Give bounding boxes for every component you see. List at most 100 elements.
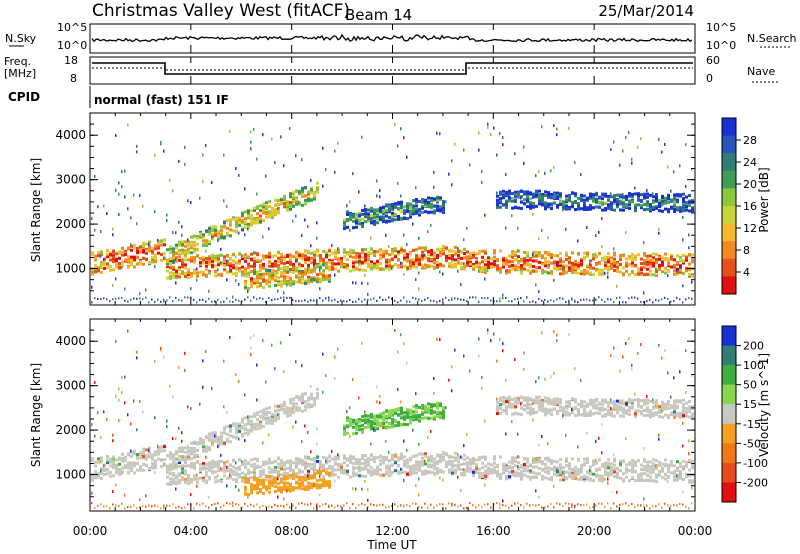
power-cell [541, 254, 544, 258]
power-speckle [94, 174, 96, 178]
velocity-cell [220, 459, 223, 463]
power-cell [172, 256, 175, 260]
velocity-cell [187, 464, 190, 468]
power-cell [247, 271, 250, 275]
power-cell [391, 249, 394, 253]
velocity-cell [220, 441, 223, 445]
velocity-cell [322, 469, 325, 473]
power-cell [580, 193, 583, 197]
velocity-noise [319, 505, 321, 508]
velocity-noise [145, 505, 147, 508]
velocity-cell [289, 459, 292, 463]
power-noise [643, 301, 645, 304]
power-cell [289, 195, 292, 199]
velocity-speckle [181, 439, 183, 443]
y-tick-label: 3000 [55, 173, 86, 187]
power-cell [301, 192, 304, 196]
power-cell [616, 200, 619, 204]
power-cell [283, 198, 286, 202]
power-cell [517, 261, 520, 265]
freq-tick-high: 18 [64, 54, 78, 67]
power-speckle [292, 219, 294, 223]
power-cell [304, 267, 307, 271]
velocity-speckle [115, 339, 117, 343]
velocity-noise [394, 503, 396, 506]
velocity-cell [235, 471, 238, 475]
power-cell [310, 191, 313, 195]
power-speckle [289, 127, 291, 131]
power-cell [376, 209, 379, 213]
velocity-cell [262, 472, 265, 476]
velocity-cell [256, 458, 259, 462]
velocity-cell [292, 486, 295, 490]
power-cell [442, 245, 445, 249]
colorbar-tick-label: 12 [743, 222, 757, 235]
power-cell [601, 202, 604, 206]
velocity-cell [256, 424, 259, 428]
power-cell [163, 239, 166, 243]
power-cell [592, 254, 595, 258]
velocity-cell [322, 478, 325, 482]
velocity-cell [244, 476, 247, 480]
power-noise [430, 299, 432, 302]
velocity-speckle [280, 341, 282, 345]
power-cell [118, 251, 121, 255]
power-cell [277, 256, 280, 260]
power-cell [352, 259, 355, 263]
velocity-speckle [121, 391, 123, 395]
power-cell [241, 220, 244, 224]
power-speckle [262, 133, 264, 137]
velocity-speckle [91, 423, 93, 427]
power-cell [427, 265, 430, 269]
velocity-cell [196, 460, 199, 464]
power-cell [676, 198, 679, 202]
power-cell [649, 273, 652, 277]
power-speckle [379, 189, 381, 193]
velocity-cell [253, 476, 256, 480]
power-cell [205, 264, 208, 268]
power-cell [643, 259, 646, 263]
power-speckle [667, 274, 669, 278]
power-noise [277, 298, 279, 301]
velocity-cell [271, 468, 274, 472]
power-cell [313, 253, 316, 257]
power-cell [658, 263, 661, 267]
power-cell [643, 195, 646, 199]
power-cell [106, 248, 109, 252]
power-cell [403, 256, 406, 260]
velocity-cell [205, 435, 208, 439]
velocity-noise [166, 504, 168, 507]
power-cell [472, 264, 475, 268]
power-cell [589, 259, 592, 263]
velocity-cell [274, 419, 277, 423]
power-cell [646, 207, 649, 211]
power-noise [439, 299, 441, 302]
power-cell [193, 234, 196, 238]
velocity-cell [229, 434, 232, 438]
velocity-cell [259, 470, 262, 474]
power-cell [568, 199, 571, 203]
power-cell [640, 206, 643, 210]
velocity-speckle [235, 373, 237, 377]
velocity-cell [367, 425, 370, 429]
power-cell [466, 261, 469, 265]
power-cell [412, 204, 415, 208]
power-speckle [274, 161, 276, 165]
velocity-speckle [208, 495, 210, 499]
power-noise [133, 297, 135, 300]
power-cell [454, 245, 457, 249]
velocity-cell [208, 463, 211, 467]
power-cell [409, 262, 412, 266]
power-cell [298, 277, 301, 281]
velocity-cell [340, 469, 343, 473]
power-cell [505, 259, 508, 263]
power-cell [304, 194, 307, 198]
power-cell [646, 192, 649, 196]
power-cell [679, 259, 682, 263]
velocity-speckle [337, 453, 339, 457]
power-noise [469, 296, 471, 299]
power-cell [403, 253, 406, 257]
velocity-cell [388, 410, 391, 414]
power-speckle [517, 249, 519, 253]
velocity-cell [235, 473, 238, 477]
